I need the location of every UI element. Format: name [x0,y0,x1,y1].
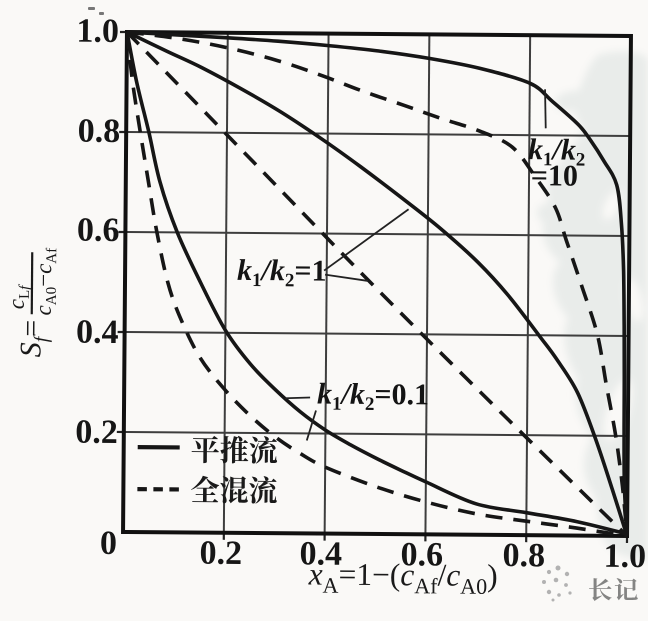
svg-text:1.0: 1.0 [76,13,119,50]
svg-text:k1/k2: k1/k2 [528,133,586,170]
svg-text:0.2: 0.2 [199,535,242,572]
svg-text:1.0: 1.0 [603,538,646,575]
svg-text:0.8: 0.8 [78,113,121,150]
svg-text:0.2: 0.2 [75,414,118,451]
svg-text:0.6: 0.6 [77,212,120,249]
svg-text:=10: =10 [531,159,578,192]
svg-text:0: 0 [100,525,117,562]
svg-text:0.4: 0.4 [76,314,119,351]
svg-text:0.4: 0.4 [299,535,342,572]
svg-text:0.6: 0.6 [400,536,443,573]
svg-text:0.8: 0.8 [502,537,545,574]
svg-text:k1/k2=1: k1/k2=1 [237,254,327,292]
